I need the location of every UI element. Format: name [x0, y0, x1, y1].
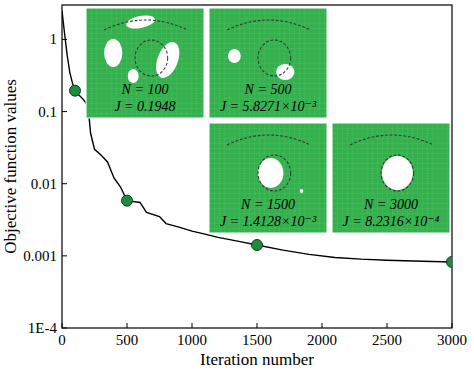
- hole: [104, 39, 122, 67]
- x-tick: [322, 323, 323, 328]
- inset-j-label: J = 5.8271×10⁻³: [220, 99, 317, 114]
- inset-j-label: J = 1.4128×10⁻³: [220, 214, 317, 229]
- target-arc: [350, 135, 434, 145]
- target-arc: [227, 20, 311, 30]
- y-tick-label: 0.001: [23, 248, 57, 264]
- inset-n-label: N = 1500: [240, 197, 295, 212]
- inset-j-label: J = 0.1948: [114, 99, 175, 114]
- x-tick: [387, 323, 388, 328]
- hole: [258, 158, 283, 188]
- x-tick-label: 2000: [307, 332, 337, 348]
- inset: N = 100 J = 0.1948: [86, 8, 204, 118]
- inset: N = 1500 J = 1.4128×10⁻³: [209, 123, 327, 233]
- target-arc: [104, 20, 188, 30]
- y-tick: [62, 183, 67, 184]
- target-circle: [258, 40, 291, 76]
- y-tick: [62, 328, 67, 329]
- y-tick: [62, 39, 67, 40]
- marker: [447, 256, 453, 267]
- inset-n-label: N = 100: [121, 82, 169, 97]
- hole: [228, 49, 241, 63]
- x-tick-label: 1000: [177, 332, 207, 348]
- inset-n-label: N = 3000: [363, 197, 418, 212]
- x-tick: [257, 323, 258, 328]
- y-axis-title: Objective function values: [1, 79, 20, 254]
- inset-shapes: [104, 13, 188, 83]
- target-circle: [381, 155, 414, 191]
- target-circle: [135, 40, 168, 76]
- inset-shapes: [227, 20, 311, 80]
- inset-background: [209, 123, 327, 233]
- y-tick-label: 1: [50, 31, 58, 47]
- inset: N = 3000 J = 8.2316×10⁻⁴: [332, 123, 450, 233]
- hole: [128, 69, 139, 83]
- hole: [125, 13, 155, 30]
- inset: N = 500 J = 5.8271×10⁻³: [209, 8, 327, 118]
- y-tick-label: 0.1: [38, 104, 57, 120]
- inset-background: [86, 8, 204, 118]
- inset-background: [209, 8, 327, 118]
- x-tick: [62, 323, 63, 328]
- inset-shapes: [350, 135, 434, 191]
- x-tick: [452, 323, 453, 328]
- y-tick-label: 0.01: [31, 176, 57, 192]
- inset-j-label: J = 8.2316×10⁻⁴: [343, 214, 440, 229]
- hole: [300, 189, 304, 193]
- x-tick: [127, 323, 128, 328]
- marker: [122, 195, 133, 206]
- x-tick-label: 0: [58, 332, 66, 348]
- plot-frame: [62, 5, 452, 328]
- y-tick: [62, 111, 67, 112]
- y-tick: [62, 255, 67, 256]
- target-circle: [258, 155, 291, 191]
- x-tick-label: 2500: [372, 332, 402, 348]
- chart: 0 500 1000 1500 2000 2500 3000 1E-4 0.001 0.01 0.1…: [0, 0, 474, 371]
- target-arc: [227, 135, 311, 145]
- marker: [70, 85, 81, 96]
- x-tick-label: 1500: [242, 332, 272, 348]
- x-axis-title: Iteration number: [200, 350, 314, 369]
- inset-shapes: [227, 135, 311, 193]
- x-tick-label: 3000: [437, 332, 467, 348]
- hole: [382, 156, 413, 190]
- inset-n-label: N = 500: [244, 82, 292, 97]
- y-tick-label: 1E-4: [28, 320, 58, 336]
- marker: [252, 240, 263, 251]
- inset-background: [332, 123, 450, 233]
- x-tick-label: 500: [116, 332, 139, 348]
- x-tick: [192, 323, 193, 328]
